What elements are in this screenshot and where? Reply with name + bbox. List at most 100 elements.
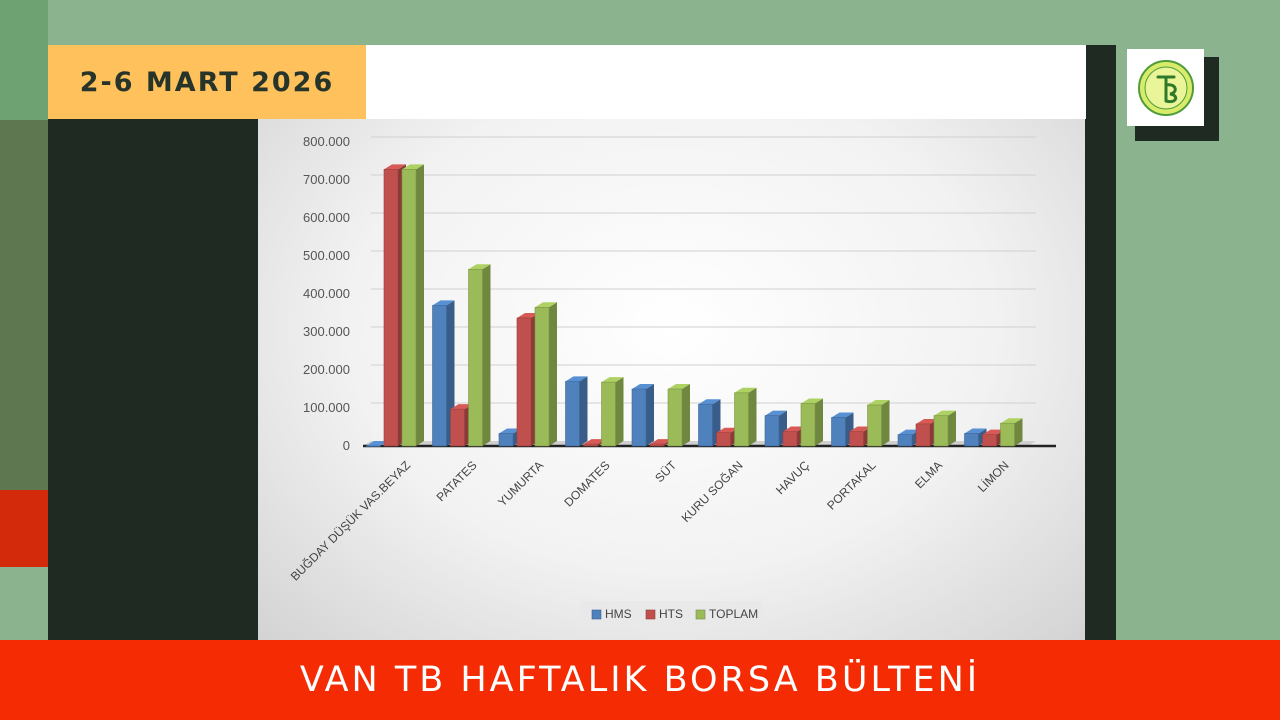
x-tick-label: ELMA (912, 458, 945, 491)
y-tick-label: 700.000 (303, 172, 350, 187)
y-tick-label: 400.000 (303, 286, 350, 301)
bar-top (916, 418, 938, 424)
x-tick-label: LİMON (975, 458, 1012, 495)
bar (401, 169, 417, 447)
x-tick-label: DOMATES (561, 458, 612, 509)
bar-side (1014, 418, 1023, 446)
bar-top (402, 164, 424, 170)
bar (432, 305, 447, 447)
bar-top (468, 264, 491, 270)
bar (867, 404, 882, 447)
bar (734, 392, 749, 447)
bar-top (432, 300, 455, 306)
bar (897, 434, 913, 447)
bar-side (615, 377, 624, 446)
bar-top (632, 384, 654, 389)
bar-top (716, 427, 739, 433)
bar-side (416, 164, 424, 447)
bar-side (549, 302, 557, 446)
bar-side (881, 399, 890, 446)
bar (516, 317, 532, 447)
bar-top (765, 410, 787, 416)
bar-top (366, 441, 388, 446)
decor-strip-top (0, 0, 48, 120)
bar (534, 307, 550, 447)
bar-top (384, 164, 406, 170)
bar (649, 443, 665, 447)
legend-label: HTS (659, 607, 683, 621)
bar (631, 388, 647, 447)
bar-side (748, 387, 757, 446)
legend-swatch (645, 609, 656, 620)
bar (601, 381, 616, 447)
bar (450, 408, 465, 447)
bar (782, 431, 798, 447)
bar-top (898, 429, 920, 435)
y-tick-label: 100.000 (303, 400, 350, 415)
bar (915, 423, 931, 447)
y-tick-label: 200.000 (303, 362, 350, 377)
bar-top (849, 426, 872, 432)
x-tick-label: SÜT (652, 458, 679, 485)
bar (964, 433, 979, 447)
bar-top (934, 410, 956, 416)
x-tick-label: PATATES (434, 458, 480, 504)
date-label: 2-6 MART 2026 (79, 66, 335, 98)
legend-label: HMS (605, 607, 632, 621)
bar-top (535, 302, 557, 308)
logo (1127, 49, 1204, 126)
bar (764, 415, 780, 447)
bar-top (668, 384, 690, 389)
bar-top (734, 387, 757, 393)
x-tick-label: PORTAKAL (824, 458, 879, 513)
bar (565, 381, 580, 447)
bar-top (1000, 418, 1023, 424)
y-tick-label: 600.000 (303, 210, 350, 225)
bar-top (831, 412, 854, 418)
bar (583, 443, 598, 447)
bar (365, 445, 381, 447)
legend-swatch (695, 609, 706, 620)
bar-top (650, 439, 672, 445)
bar-top (583, 439, 606, 445)
bar-top (601, 377, 624, 383)
van-tb-logo-icon (1137, 59, 1194, 116)
bar (1000, 422, 1015, 447)
footer-title: VAN TB HAFTALIK BORSA BÜLTENİ (299, 660, 981, 700)
bar (849, 431, 864, 447)
bar-side (482, 264, 491, 446)
bar-top (783, 426, 805, 432)
bar-side (948, 410, 956, 446)
panel-shadow (1086, 45, 1116, 640)
chart-area: 0 100.000 200.000 300.000 400.000 500.000 600.… (258, 119, 1085, 640)
decor-strip-middle (0, 120, 48, 490)
bar-top (499, 428, 521, 434)
bar-top (517, 312, 539, 318)
y-tick-label: 800.000 (303, 134, 350, 149)
bar (468, 269, 483, 447)
bar (667, 388, 683, 447)
x-tick-label: BUĞDAY DÜŞÜK VAS.BEYAZ (287, 458, 413, 584)
y-tick-label: 500.000 (303, 248, 350, 263)
date-banner: 2-6 MART 2026 (48, 45, 366, 119)
bar (698, 403, 713, 447)
bar-top (565, 376, 588, 382)
bar-top (867, 399, 890, 405)
footer-banner: VAN TB HAFTALIK BORSA BÜLTENİ (0, 640, 1280, 720)
bar (982, 434, 997, 447)
bar-top (982, 429, 1005, 435)
bar (716, 432, 731, 447)
bar (831, 417, 846, 447)
bar-chart: 0 100.000 200.000 300.000 400.000 500.000 600.… (287, 134, 1056, 628)
legend-label: TOPLAM (709, 607, 758, 621)
decor-strip-red (0, 490, 48, 567)
x-tick-label: YUMURTA (495, 458, 546, 509)
y-tick-label: 0 (343, 438, 350, 453)
legend-swatch (591, 609, 602, 620)
bar (933, 415, 949, 447)
bar-side (646, 384, 654, 446)
x-tick-label: HAVUÇ (773, 458, 812, 497)
bar-side (579, 376, 588, 446)
x-tick-label: KURU SOĞAN (678, 458, 746, 526)
bar-side (682, 384, 690, 446)
